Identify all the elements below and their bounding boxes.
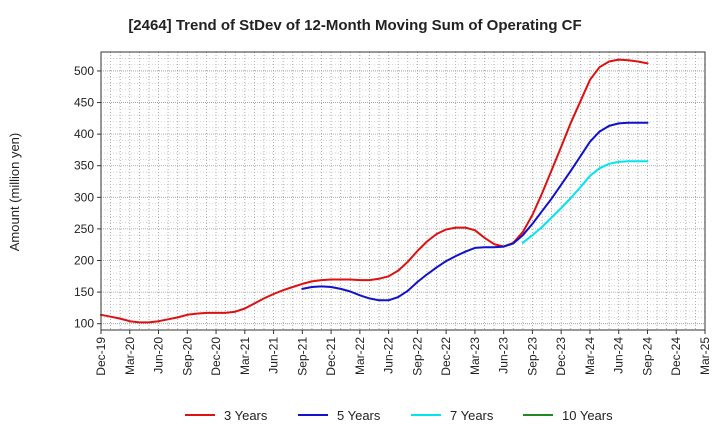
plot-area [101,52,705,330]
legend-label: 7 Years [450,408,494,423]
x-tick-label: Dec-19 [94,337,108,376]
x-tick-label: Dec-23 [554,337,568,376]
x-tick-label: Mar-20 [123,337,137,375]
y-tick-label: 350 [74,159,94,173]
x-tick-label: Sep-21 [295,337,309,376]
x-tick-label: Dec-22 [439,337,453,376]
y-tick-label: 150 [74,285,94,299]
legend-label: 3 Years [224,408,268,423]
legend-label: 5 Years [337,408,381,423]
chart-legend: 3 Years 5 Years 7 Years 10 Years [185,408,613,423]
x-tick-label: Dec-21 [324,337,338,376]
series-line [521,160,649,244]
y-tick-label: 100 [74,317,94,331]
x-tick-label: Dec-20 [209,337,223,376]
y-tick-label: 400 [74,127,94,141]
x-tick-label: Mar-24 [583,337,597,375]
x-tick-label: Jun-23 [497,337,511,374]
series-line [301,121,649,302]
x-tick-label: Jun-22 [382,337,396,374]
y-tick-label: 450 [74,96,94,110]
y-tick-label: 250 [74,222,94,236]
x-tick-label: Mar-23 [468,337,482,375]
y-tick-label: 300 [74,190,94,204]
chart-title: [2464] Trend of StDev of 12-Month Moving… [128,17,581,34]
x-tick-label: Mar-22 [353,337,367,375]
x-tick-label: Sep-24 [640,337,654,376]
grid-layer [100,51,706,331]
y-tick-label: 200 [74,254,94,268]
x-tick-label: Dec-24 [669,337,683,376]
axis-layer: 100 150 200 250 300 350 400 450 500 Dec-19 Mar-20 J… [74,51,712,376]
y-tick-label: 500 [74,64,94,78]
plot-frame [100,51,706,331]
series-line [100,58,649,324]
x-tick-label: Sep-23 [525,337,539,376]
series-layer [100,58,649,324]
x-tick-label: Sep-20 [180,337,194,376]
x-tick-label: Mar-25 [698,337,712,375]
x-tick-label: Mar-21 [238,337,252,375]
x-tick-label: Jun-24 [612,337,626,374]
y-axis-label: Amount (million yen) [7,133,22,252]
x-tick-label: Sep-22 [410,337,424,376]
x-tick-label: Jun-21 [267,337,281,374]
x-tick-label: Jun-20 [152,337,166,374]
legend-label: 10 Years [562,408,613,423]
